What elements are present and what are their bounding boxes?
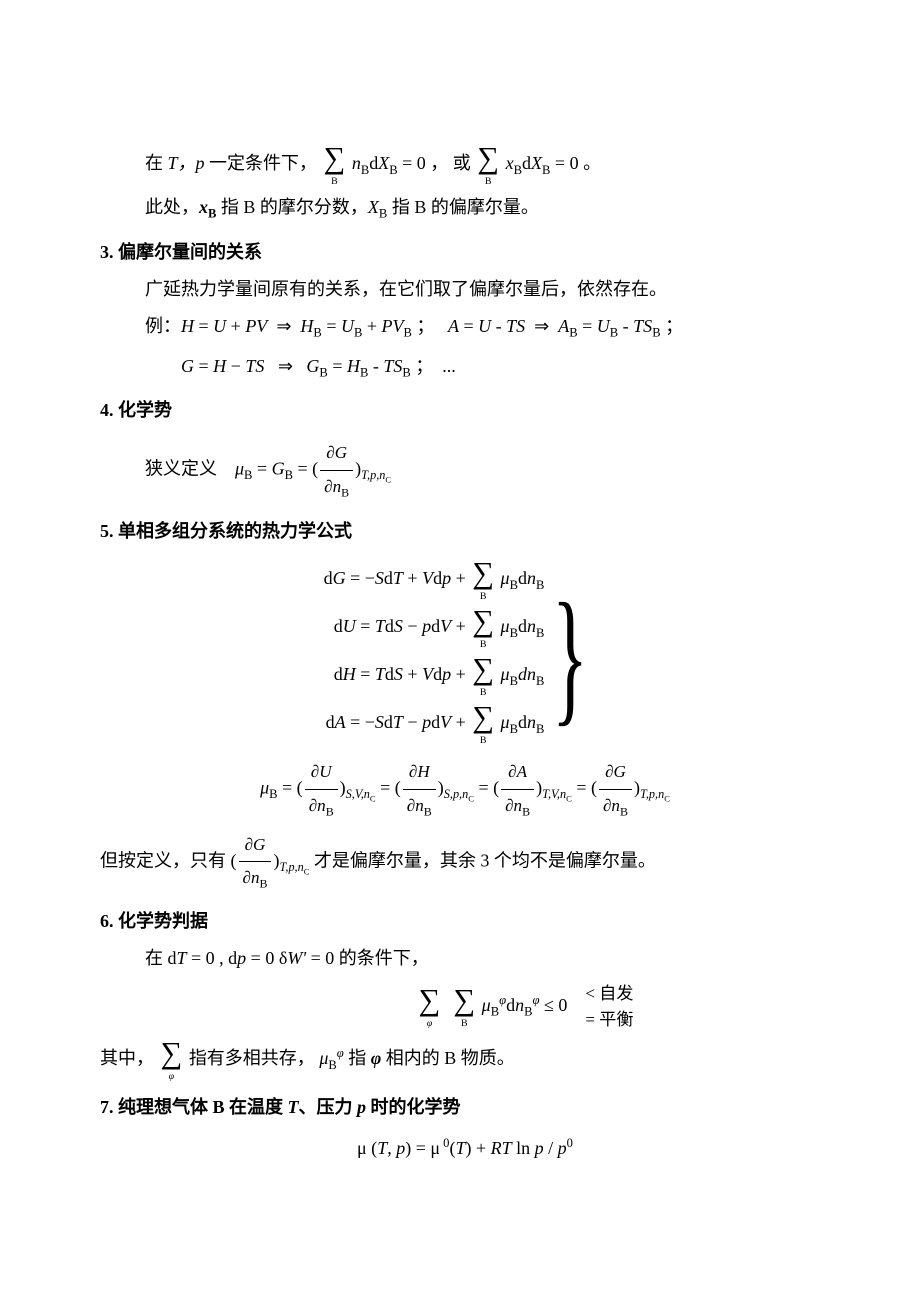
- text: 其中，: [100, 1048, 154, 1068]
- gibbs-duhem-line: 在 T，p 一定条件下， ∑B nBdXB = 0 ， 或 ∑B xBdXB =…: [100, 143, 830, 187]
- text: 、压力: [299, 1097, 358, 1117]
- equation-stack: dG = −SdT + Vdp + ∑B μBdnB dU = TdS − pd…: [324, 554, 545, 750]
- text: 在: [145, 153, 168, 173]
- section-5-mu-equation: μB = (∂U∂nB)S,V,nC = (∂H∂nB)S,p,nC = (∂A…: [100, 756, 830, 823]
- section-3-text: 广延热力学量间原有的关系，在它们取了偏摩尔量后，依然存在。: [100, 272, 830, 306]
- text: 7. 纯理想气体 B 在温度: [100, 1097, 288, 1117]
- criterion-cases: < 自发 = 平衡: [585, 981, 633, 1032]
- text: = 0 的条件下，: [306, 948, 429, 968]
- section-3-example-1: 例：H = U + PV ⇒ HB = UB + PVB ； A = U - T…: [100, 309, 830, 346]
- phi-var: φ: [371, 1048, 382, 1068]
- section-3-heading: 3. 偏摩尔量间的关系: [100, 235, 830, 269]
- section-7-heading: 7. 纯理想气体 B 在温度 T、压力 p 时的化学势: [100, 1090, 830, 1124]
- eq-dU: dU = TdS − pdV + ∑B μBdnB: [324, 606, 545, 650]
- text: 在 d: [145, 948, 177, 968]
- section-7-equation: μ (T, p) = μ 0(T) + RT ln p / p0: [100, 1131, 830, 1165]
- text: = 0 , d: [187, 948, 238, 968]
- eq-dH: dH = TdS + Vdp + ∑B μBdnB: [324, 654, 545, 698]
- text: ， 或: [430, 153, 471, 173]
- text: 一定条件下，: [205, 153, 318, 173]
- vars: T，p: [168, 153, 205, 173]
- text: 才是偏摩尔量，其余 3 个均不是偏摩尔量。: [314, 850, 656, 870]
- page: 在 T，p 一定条件下， ∑B nBdXB = 0 ， 或 ∑B xBdXB =…: [0, 0, 920, 1300]
- text: 指 B 的摩尔分数，: [216, 197, 368, 217]
- text: = 0 δ: [246, 948, 287, 968]
- section-5-note: 但按定义，只有 (∂G∂nB)T,p,nC 才是偏摩尔量，其余 3 个均不是偏摩…: [100, 829, 830, 896]
- section-6-criterion: ∑φ ∑B μBφdnBφ ≤ 0 < 自发 = 平衡: [100, 981, 830, 1032]
- eq-dA: dA = −SdT − pdV + ∑B μBdnB: [324, 702, 545, 746]
- section-5-equation-block: dG = −SdT + Vdp + ∑B μBdnB dU = TdS − pd…: [100, 554, 830, 750]
- section-4-equation: 狭义定义 μB = GB = (∂G∂nB)T,p,nC: [100, 437, 830, 504]
- eq-part: n: [352, 153, 361, 173]
- right-brace-icon: }: [552, 593, 588, 721]
- text: 时的化学势: [366, 1097, 461, 1117]
- case-spontaneous: < 自发: [585, 984, 633, 1003]
- text: 此处，: [145, 197, 199, 217]
- section-6-note: 其中， ∑φ 指有多相共存， μBφ 指 φ 相内的 B 物质。: [100, 1038, 830, 1082]
- var-p: p: [357, 1097, 366, 1117]
- section-5-heading: 5. 单相多组分系统的热力学公式: [100, 514, 830, 548]
- section-6-heading: 6. 化学势判据: [100, 904, 830, 938]
- text: 。: [583, 153, 601, 173]
- section-3-example-2: G = H − TS ⇒ GB = HB - TSB ； ...: [100, 349, 830, 386]
- case-equilibrium: = 平衡: [585, 1010, 633, 1029]
- sum-symbol: ∑B: [477, 143, 499, 187]
- eq-dG: dG = −SdT + Vdp + ∑B μBdnB: [324, 558, 545, 602]
- section-6-condition: 在 dT = 0 , dp = 0 δW' = 0 的条件下，: [100, 941, 830, 975]
- var-XB: X: [368, 197, 379, 217]
- text: 指 B 的偏摩尔量。: [387, 197, 539, 217]
- example-label: 例：: [145, 316, 181, 336]
- label: 狭义定义: [145, 459, 217, 479]
- text: 指: [348, 1048, 371, 1068]
- var-xb: x: [199, 197, 208, 217]
- var-T: T: [288, 1097, 299, 1117]
- text: 指有多相共存，: [189, 1048, 315, 1068]
- text: 相内的 B 物质。: [381, 1048, 515, 1068]
- section-4-heading: 4. 化学势: [100, 393, 830, 427]
- note-xb: 此处，xB 指 B 的摩尔分数，XB 指 B 的偏摩尔量。: [100, 190, 830, 227]
- sum-symbol: ∑B: [324, 143, 346, 187]
- text: 但按定义，只有: [100, 850, 226, 870]
